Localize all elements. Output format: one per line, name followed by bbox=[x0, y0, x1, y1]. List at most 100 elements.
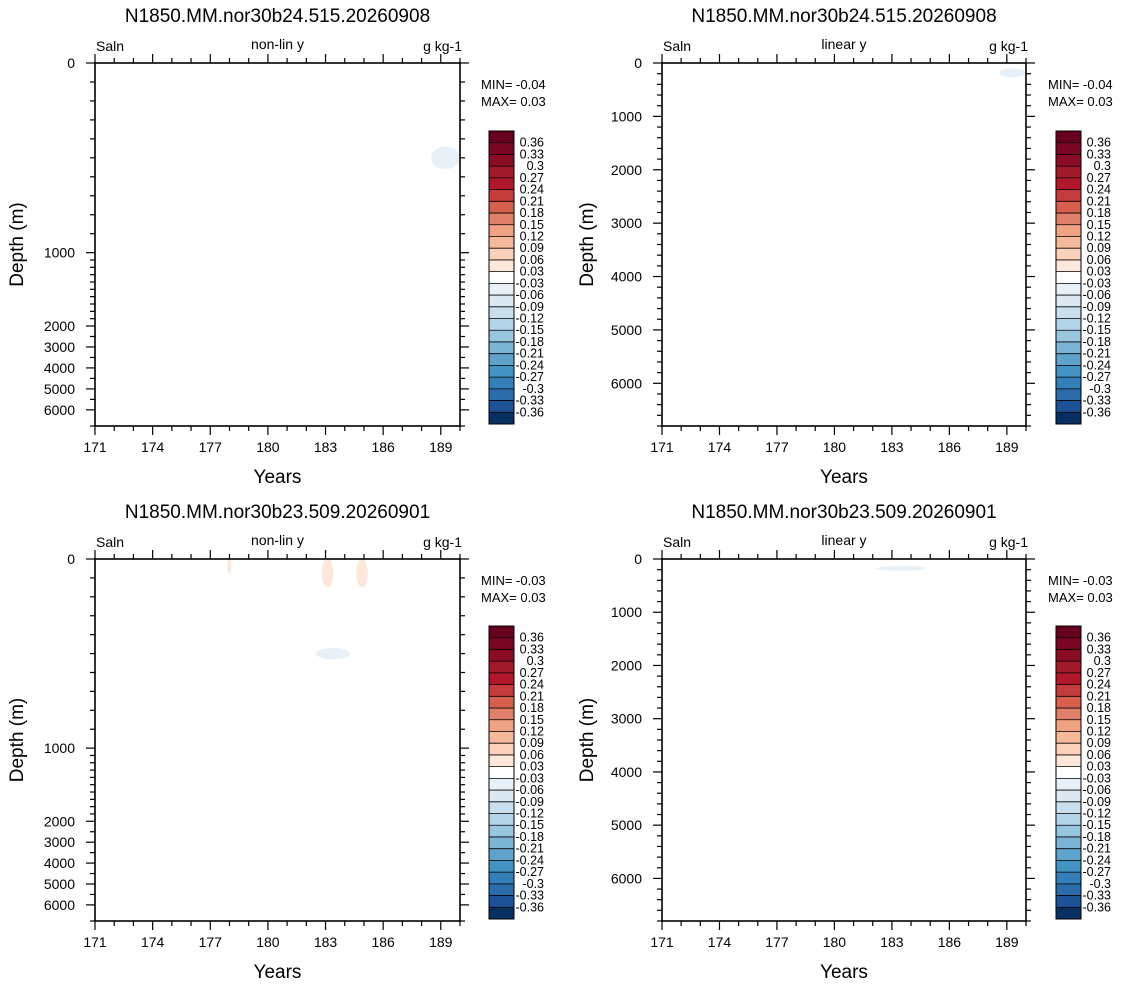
y-tick-label: 4000 bbox=[44, 360, 75, 376]
units-label: g kg-1 bbox=[989, 38, 1028, 54]
y-tick-label: 0 bbox=[67, 551, 75, 567]
colorbar-label: 0.12 bbox=[520, 229, 544, 243]
colorbar-swatch bbox=[1056, 778, 1081, 791]
colorbar-swatch bbox=[489, 825, 514, 838]
colorbar-frame bbox=[488, 625, 515, 920]
data-feature-4 bbox=[315, 647, 351, 660]
colorbar-label: 0.15 bbox=[1087, 713, 1111, 727]
data-feature-2 bbox=[356, 559, 368, 588]
x-tick-label: 186 bbox=[371, 439, 395, 455]
colorbar-label: 0.33 bbox=[1087, 147, 1111, 161]
y-tick-label: 2000 bbox=[44, 813, 75, 829]
colorbar-swatch bbox=[489, 754, 514, 767]
colorbar-swatch bbox=[1056, 283, 1081, 296]
y-tick-label: 1000 bbox=[44, 740, 75, 756]
colorbar-swatch bbox=[1056, 696, 1081, 709]
x-axis-label: Years bbox=[254, 467, 302, 488]
y-tick-label: 6000 bbox=[611, 870, 642, 886]
variable-label: Saln bbox=[96, 38, 124, 54]
colorbar-label: -0.24 bbox=[1083, 358, 1112, 372]
colorbar-swatch bbox=[489, 684, 514, 697]
colorbar-swatch bbox=[489, 271, 514, 284]
colorbar-swatch bbox=[489, 626, 514, 638]
plot-frame bbox=[94, 62, 461, 427]
colorbar-swatch bbox=[1056, 895, 1081, 908]
colorbar-swatch bbox=[1056, 672, 1081, 685]
colorbar-swatch bbox=[1056, 259, 1081, 272]
colorbar-swatch bbox=[1056, 836, 1081, 849]
data-feature-3 bbox=[227, 559, 232, 575]
colorbar-swatch bbox=[489, 649, 514, 662]
units-label: g kg-1 bbox=[423, 38, 462, 54]
y-axis-label: Depth (m) bbox=[7, 698, 28, 782]
colorbar-label: 0.15 bbox=[1087, 218, 1111, 232]
colorbar-label: -0.06 bbox=[1083, 288, 1112, 302]
colorbar-label: -0.12 bbox=[516, 807, 545, 821]
y-tick-label: 5000 bbox=[44, 381, 75, 397]
colorbar-swatch bbox=[1056, 637, 1081, 650]
y-tick-label: 6000 bbox=[44, 897, 75, 913]
colorbar-swatch bbox=[1056, 306, 1081, 319]
colorbar-label: -0.3 bbox=[522, 382, 544, 396]
y-tick-label: 3000 bbox=[44, 834, 75, 850]
colorbar-label: -0.24 bbox=[516, 853, 545, 867]
y-tick-label: 5000 bbox=[611, 322, 642, 338]
colorbar-label: 0.21 bbox=[520, 194, 544, 208]
colorbar-swatch bbox=[489, 341, 514, 354]
x-tick-label: 171 bbox=[650, 934, 674, 950]
colorbar-swatch bbox=[489, 907, 514, 920]
colorbar-swatch bbox=[489, 872, 514, 885]
colorbar-label: 0.09 bbox=[1087, 736, 1111, 750]
colorbar-label: -0.06 bbox=[516, 288, 545, 302]
colorbar-swatch bbox=[489, 848, 514, 861]
colorbar-label: 0.36 bbox=[520, 136, 544, 150]
colorbar-swatch bbox=[489, 661, 514, 674]
data-feature-1 bbox=[431, 146, 460, 170]
colorbar-swatch bbox=[1056, 189, 1081, 202]
colorbar-swatch bbox=[1056, 377, 1081, 390]
variable-label: Saln bbox=[96, 534, 124, 550]
colorbar-label: 0.09 bbox=[520, 736, 544, 750]
y-axis-label: Depth (m) bbox=[577, 698, 598, 782]
colorbar-label: 0.03 bbox=[520, 265, 544, 279]
colorbar-swatch bbox=[489, 895, 514, 908]
colorbar-swatch bbox=[489, 236, 514, 249]
y-tick-label: 1000 bbox=[611, 108, 642, 124]
colorbar-swatch bbox=[1056, 353, 1081, 366]
colorbar-label: 0.21 bbox=[1087, 689, 1111, 703]
colorbar-swatch bbox=[489, 306, 514, 319]
data-feature-1 bbox=[321, 559, 334, 588]
colorbar-swatch bbox=[1056, 813, 1081, 826]
colorbar-swatch bbox=[489, 412, 514, 425]
colorbar-swatch bbox=[1056, 131, 1081, 143]
colorbar-label: -0.03 bbox=[1083, 276, 1112, 290]
x-axis-label: Years bbox=[820, 962, 868, 983]
colorbar-swatch bbox=[489, 708, 514, 720]
colorbar-label: -0.21 bbox=[1083, 842, 1112, 856]
y-tick-label: 4000 bbox=[611, 269, 642, 285]
min-label: MIN= -0.03 bbox=[1048, 573, 1113, 588]
colorbar-swatch bbox=[489, 318, 514, 331]
colorbar-swatch bbox=[1056, 142, 1081, 155]
panel-title: N1850.MM.nor30b23.509.20260901 bbox=[691, 502, 996, 523]
y-mode-label: non-lin y bbox=[251, 532, 304, 548]
plot-frame bbox=[94, 558, 461, 922]
colorbar-swatch bbox=[1056, 400, 1081, 413]
colorbar-label: -0.3 bbox=[1089, 382, 1111, 396]
x-axis-label: Years bbox=[254, 962, 302, 983]
max-label: MAX= 0.03 bbox=[481, 590, 546, 605]
x-tick-label: 183 bbox=[880, 934, 904, 950]
colorbar-label: -0.18 bbox=[1083, 335, 1112, 349]
colorbar-frame bbox=[1055, 130, 1082, 425]
x-tick-label: 183 bbox=[314, 934, 338, 950]
colorbar-label: -0.12 bbox=[516, 312, 545, 326]
colorbar-swatch bbox=[1056, 790, 1081, 802]
y-tick-label: 0 bbox=[67, 55, 75, 71]
colorbar-label: 0.27 bbox=[520, 666, 544, 680]
x-tick-label: 174 bbox=[141, 439, 165, 455]
colorbar-swatch bbox=[1056, 743, 1081, 756]
x-tick-label: 180 bbox=[256, 934, 280, 950]
colorbar-swatch bbox=[489, 400, 514, 413]
